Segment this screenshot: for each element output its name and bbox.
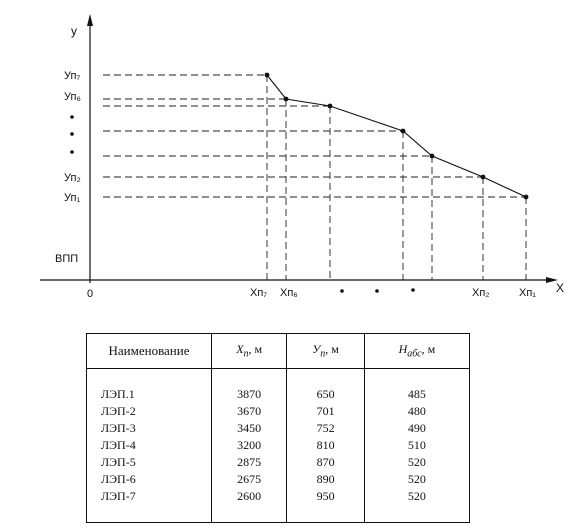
obstacle-coordinates-table: Наименование Хп, м Уп, м Набс, м ЛЭП.1 3… <box>86 333 471 523</box>
table-row: ЛЭП-6 2675 890 520 <box>86 471 471 488</box>
x-label-xn2: Хп₂ <box>472 287 490 299</box>
x-axis-label: Х <box>556 281 564 295</box>
table-row: ЛЭП-3 3450 752 490 <box>86 420 471 437</box>
table-end-padding <box>86 505 471 523</box>
x-label-xn7: Хп₇ <box>250 287 267 299</box>
header-name: Наименование <box>86 333 212 369</box>
obstacle-profile-line <box>266 74 527 198</box>
point-n2 <box>480 174 486 180</box>
y-label-yn2: Уп₂ <box>64 172 81 184</box>
y-axis-arrow <box>87 14 93 26</box>
y-label-yn7: Уп₇ <box>64 70 80 82</box>
point-n5 <box>327 103 333 109</box>
header-y: Уп, м <box>286 333 365 369</box>
table-row: ЛЭП-7 2600 950 520 <box>86 488 471 505</box>
point-n3 <box>429 153 435 159</box>
table-row: ЛЭП-2 3670 701 480 <box>86 403 471 420</box>
table-row: ЛЭП-4 3200 810 510 <box>86 437 471 454</box>
x-ellipsis-dot <box>411 288 415 292</box>
y-ellipsis-dot <box>70 115 74 119</box>
point-n7 <box>264 72 270 78</box>
x-axis-arrow <box>546 277 558 283</box>
y-axis-label: у <box>71 24 77 38</box>
point-n1 <box>523 194 529 200</box>
x-ellipsis-dot <box>375 289 379 293</box>
x-label-xn6: Хп₆ <box>280 287 298 299</box>
runway-label: ВПП <box>55 253 78 265</box>
table-row: ЛЭП-5 2875 870 520 <box>86 454 471 471</box>
y-ellipsis-dot <box>70 132 74 136</box>
table-row: ЛЭП.1 3870 650 485 <box>86 386 471 403</box>
point-n4 <box>400 128 406 134</box>
y-label-yn6: Уп₆ <box>64 91 81 103</box>
y-ellipsis-dot <box>70 150 74 154</box>
table-header-row: Наименование Хп, м Уп, м Набс, м <box>86 333 471 369</box>
x-label-xn1: Хп₁ <box>519 287 536 299</box>
header-x: Хп, м <box>210 333 288 369</box>
table-spacer <box>86 368 471 386</box>
x-ellipsis-dot <box>340 289 344 293</box>
point-n6 <box>283 96 289 102</box>
origin-label: 0 <box>87 288 93 300</box>
header-h: Набс, м <box>363 333 471 369</box>
y-label-yn1: Уп₁ <box>64 192 80 204</box>
